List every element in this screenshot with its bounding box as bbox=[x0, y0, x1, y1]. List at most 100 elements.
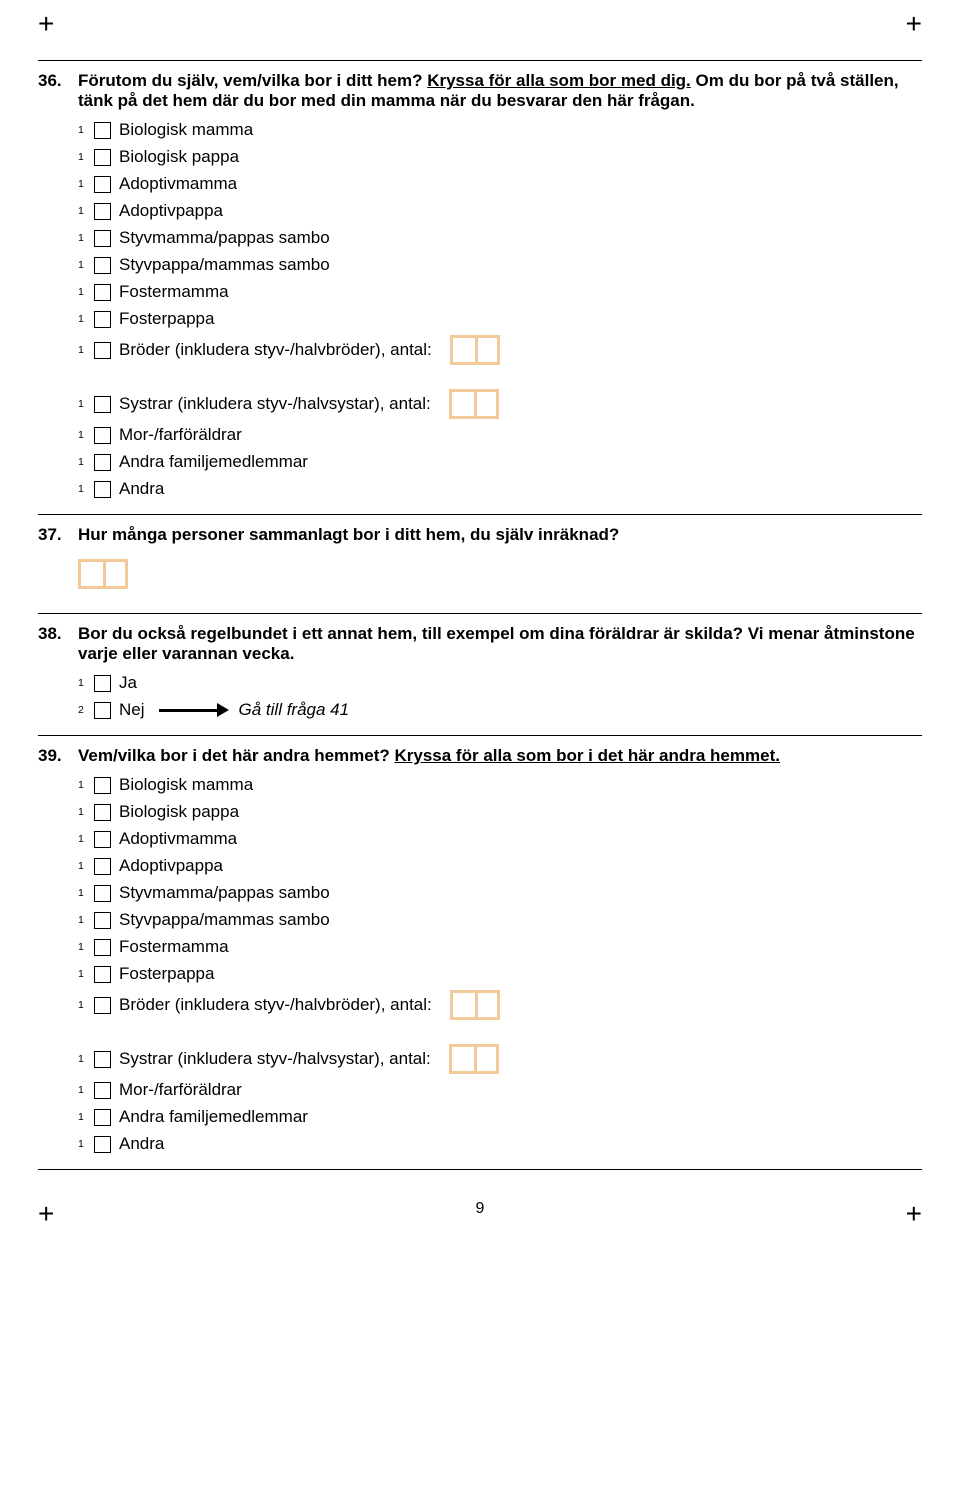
checkbox[interactable] bbox=[94, 122, 111, 139]
number-input[interactable] bbox=[450, 335, 500, 365]
option-row: 1Fostermamma bbox=[78, 936, 922, 958]
option-index: 1 bbox=[78, 232, 90, 244]
option-index: 1 bbox=[78, 968, 90, 980]
arrow-right-icon bbox=[159, 705, 229, 715]
option-index: 1 bbox=[78, 860, 90, 872]
checkbox[interactable] bbox=[94, 481, 111, 498]
option-label: Fostermamma bbox=[119, 282, 229, 302]
option-label: Ja bbox=[119, 673, 137, 693]
checkbox[interactable] bbox=[94, 149, 111, 166]
option-index: 1 bbox=[78, 887, 90, 899]
question-text: Hur många personer sammanlagt bor i ditt… bbox=[78, 525, 922, 545]
option-row: 1 Styvmamma/pappas sambo bbox=[78, 882, 922, 904]
option-label: Biologisk pappa bbox=[119, 802, 239, 822]
checkbox[interactable] bbox=[94, 311, 111, 328]
option-label: Styvmamma/pappas sambo bbox=[119, 883, 330, 903]
q36-options-2: 1 Systrar (inkludera styv-/halvsystar), a… bbox=[78, 389, 922, 500]
checkbox[interactable] bbox=[94, 997, 111, 1014]
option-label: Systrar (inkludera styv-/halvsystar), an… bbox=[119, 394, 431, 414]
checkbox[interactable] bbox=[94, 230, 111, 247]
option-label: Biologisk mamma bbox=[119, 775, 253, 795]
option-index: 2 bbox=[78, 704, 90, 716]
option-label: Systrar (inkludera styv-/halvsystar), an… bbox=[119, 1049, 431, 1069]
option-row: 1Adoptivpappa bbox=[78, 200, 922, 222]
option-label: Andra familjemedlemmar bbox=[119, 1107, 308, 1127]
question-text: Bor du också regelbundet i ett annat hem… bbox=[78, 624, 922, 664]
option-index: 1 bbox=[78, 914, 90, 926]
option-row: 1 Fosterpappa bbox=[78, 308, 922, 330]
checkbox[interactable] bbox=[94, 966, 111, 983]
checkbox[interactable] bbox=[94, 939, 111, 956]
option-row: 1Bröder (inkludera styv-/halvbröder), an… bbox=[78, 990, 922, 1020]
option-row: 1Adoptivmamma bbox=[78, 173, 922, 195]
option-label: Adoptivmamma bbox=[119, 174, 237, 194]
option-index: 1 bbox=[78, 806, 90, 818]
number-input[interactable] bbox=[449, 389, 499, 419]
option-label: Fosterpappa bbox=[119, 309, 214, 329]
option-index: 1 bbox=[78, 398, 90, 410]
checkbox[interactable] bbox=[94, 454, 111, 471]
number-input[interactable] bbox=[450, 990, 500, 1020]
option-row: 2 Nej Gå till fråga 41 bbox=[78, 699, 922, 721]
number-input[interactable] bbox=[78, 559, 128, 589]
crop-mark-icon: + bbox=[38, 1200, 54, 1228]
option-index: 1 bbox=[78, 941, 90, 953]
option-row: 1Adoptivmamma bbox=[78, 828, 922, 850]
checkbox[interactable] bbox=[94, 858, 111, 875]
question-text: Förutom du själv, vem/vilka bor i ditt h… bbox=[78, 71, 922, 111]
checkbox[interactable] bbox=[94, 203, 111, 220]
option-index: 1 bbox=[78, 313, 90, 325]
option-index: 1 bbox=[78, 259, 90, 271]
option-row: 1Biologisk mamma bbox=[78, 774, 922, 796]
divider bbox=[38, 613, 922, 614]
checkbox[interactable] bbox=[94, 885, 111, 902]
crop-mark-icon: + bbox=[906, 10, 922, 38]
checkbox[interactable] bbox=[94, 912, 111, 929]
option-index: 1 bbox=[78, 999, 90, 1011]
checkbox[interactable] bbox=[94, 702, 111, 719]
option-index: 1 bbox=[78, 1111, 90, 1123]
option-row: 1Mor-/farföräldrar bbox=[78, 1079, 922, 1101]
option-row: 1Fosterpappa bbox=[78, 963, 922, 985]
option-label: Nej bbox=[119, 700, 145, 720]
checkbox[interactable] bbox=[94, 176, 111, 193]
option-label: Andra bbox=[119, 479, 164, 499]
option-row: 1 Andra familjemedlemmar bbox=[78, 1106, 922, 1128]
checkbox[interactable] bbox=[94, 427, 111, 444]
number-input[interactable] bbox=[449, 1044, 499, 1074]
question-39: 39. Vem/vilka bor i det här andra hemmet… bbox=[38, 746, 922, 766]
checkbox[interactable] bbox=[94, 804, 111, 821]
q38-options: 1 Ja 2 Nej Gå till fråga 41 bbox=[78, 672, 922, 721]
option-index: 1 bbox=[78, 1084, 90, 1096]
option-row: 1Mor-/farföräldrar bbox=[78, 424, 922, 446]
checkbox[interactable] bbox=[94, 1051, 111, 1068]
page-number: 9 bbox=[38, 1200, 922, 1218]
checkbox[interactable] bbox=[94, 396, 111, 413]
option-index: 1 bbox=[78, 124, 90, 136]
checkbox[interactable] bbox=[94, 1136, 111, 1153]
checkbox[interactable] bbox=[94, 831, 111, 848]
option-label: Andra bbox=[119, 1134, 164, 1154]
question-36: 36. Förutom du själv, vem/vilka bor i di… bbox=[38, 71, 922, 111]
checkbox[interactable] bbox=[94, 1109, 111, 1126]
option-row: 1Styvpappa/mammas sambo bbox=[78, 909, 922, 931]
option-label: Andra familjemedlemmar bbox=[119, 452, 308, 472]
q36-options: 1Biologisk mamma1Biologisk pappa1Adoptiv… bbox=[78, 119, 922, 365]
checkbox[interactable] bbox=[94, 257, 111, 274]
question-37: 37. Hur många personer sammanlagt bor i … bbox=[38, 525, 922, 545]
checkbox[interactable] bbox=[94, 1082, 111, 1099]
checkbox[interactable] bbox=[94, 777, 111, 794]
option-row: 1Adoptivpappa bbox=[78, 855, 922, 877]
option-row: 1 Styvmamma/pappas sambo bbox=[78, 227, 922, 249]
option-index: 1 bbox=[78, 1138, 90, 1150]
option-label: Styvmamma/pappas sambo bbox=[119, 228, 330, 248]
checkbox[interactable] bbox=[94, 342, 111, 359]
option-label: Mor-/farföräldrar bbox=[119, 425, 242, 445]
option-index: 1 bbox=[78, 205, 90, 217]
option-index: 1 bbox=[78, 1053, 90, 1065]
question-number: 38. bbox=[38, 624, 78, 664]
checkbox[interactable] bbox=[94, 284, 111, 301]
option-index: 1 bbox=[78, 344, 90, 356]
checkbox[interactable] bbox=[94, 675, 111, 692]
divider bbox=[38, 735, 922, 736]
